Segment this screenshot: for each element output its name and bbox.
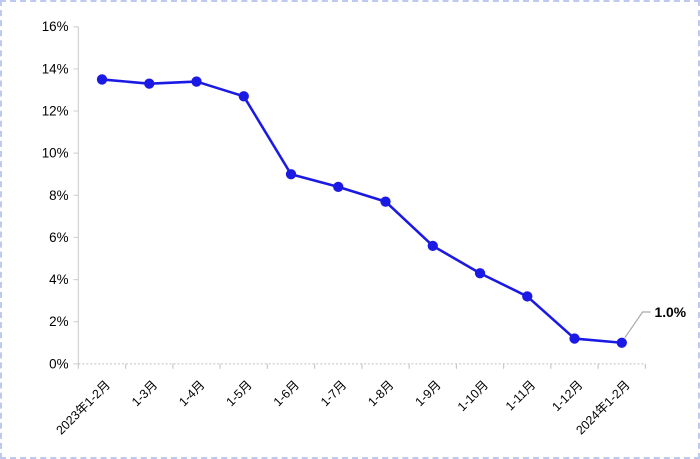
data-point bbox=[285, 169, 297, 180]
data-line bbox=[100, 78, 624, 345]
data-point bbox=[474, 268, 486, 279]
data-point bbox=[569, 333, 580, 344]
x-axis-label: 1-9月 bbox=[413, 378, 444, 409]
y-axis-label: 14% bbox=[42, 61, 69, 76]
y-axis-label: 0% bbox=[49, 356, 68, 371]
x-axis-label: 1-3月 bbox=[129, 378, 160, 409]
x-axis-label: 1-5月 bbox=[224, 378, 255, 409]
x-axis-label: 2023年1-2月 bbox=[54, 378, 114, 438]
y-axis-label: 16% bbox=[42, 19, 69, 34]
y-axis-label: 8% bbox=[49, 188, 68, 203]
data-point bbox=[616, 337, 627, 348]
y-axis-label: 10% bbox=[42, 146, 69, 161]
data-point bbox=[144, 78, 155, 89]
y-axis-label: 6% bbox=[49, 230, 68, 245]
x-axis-label: 1-12月 bbox=[549, 378, 585, 414]
y-axis-label: 2% bbox=[49, 314, 68, 329]
end-label-leader-line bbox=[624, 311, 651, 339]
data-point bbox=[96, 74, 108, 85]
data-point bbox=[380, 196, 391, 207]
end-data-label: 1.0% bbox=[654, 304, 686, 320]
y-axis-label: 4% bbox=[49, 272, 68, 287]
data-point bbox=[522, 291, 533, 302]
x-axis-label: 1-7月 bbox=[318, 378, 349, 409]
data-point bbox=[427, 240, 438, 252]
x-axis-label: 1-10月 bbox=[455, 378, 491, 414]
y-axis-label: 12% bbox=[42, 104, 69, 119]
data-point bbox=[191, 76, 202, 87]
x-axis-label: 1-6月 bbox=[271, 378, 302, 409]
x-axis-label: 1-8月 bbox=[365, 378, 396, 409]
data-point bbox=[238, 91, 249, 102]
x-axis-label: 1-11月 bbox=[503, 378, 539, 414]
data-point bbox=[333, 181, 344, 193]
x-axis-label: 1-4月 bbox=[176, 378, 207, 409]
